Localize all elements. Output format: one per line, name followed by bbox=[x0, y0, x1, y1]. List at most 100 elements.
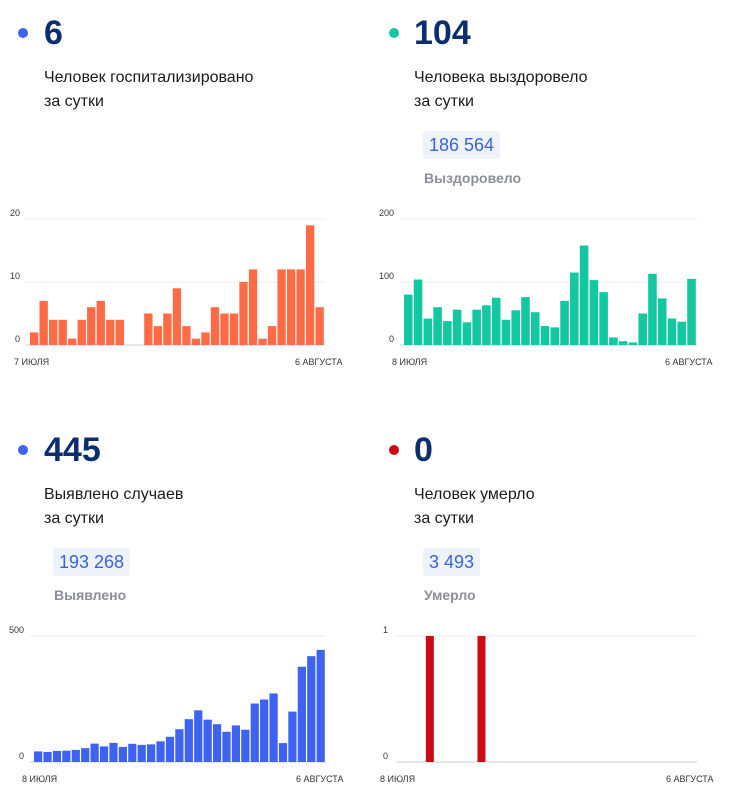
stat-card-detected: 445 Выявлено случаев за сутки 193 268 Вы… bbox=[0, 400, 370, 804]
bar bbox=[34, 751, 43, 762]
recovered-total-caption: Выздоровело bbox=[424, 170, 522, 186]
bar bbox=[404, 294, 413, 345]
bar bbox=[39, 300, 48, 345]
bar bbox=[628, 342, 638, 345]
bar bbox=[144, 313, 153, 345]
bar bbox=[472, 309, 481, 345]
y-tick-label: 200 bbox=[379, 208, 394, 218]
bar bbox=[423, 318, 433, 345]
bar bbox=[286, 269, 296, 345]
bar bbox=[239, 282, 248, 345]
bar bbox=[482, 305, 491, 345]
bar bbox=[222, 731, 231, 762]
detected-count: 445 bbox=[44, 431, 101, 469]
died-desc-1: Человек умерло bbox=[414, 486, 535, 503]
bar bbox=[657, 298, 667, 345]
died-dot bbox=[389, 445, 399, 455]
bar bbox=[58, 319, 67, 345]
hospitalized-chart: 0 10 20 7 ИЮЛЯ 6 АВГУСТА bbox=[10, 208, 343, 367]
bar bbox=[579, 245, 589, 345]
bar bbox=[258, 338, 267, 345]
bar bbox=[648, 273, 657, 345]
bar bbox=[71, 749, 80, 762]
bar bbox=[212, 724, 222, 762]
bar bbox=[62, 750, 71, 762]
died-desc-2: за сутки bbox=[414, 510, 474, 527]
bar bbox=[687, 278, 696, 345]
x-start-label: 7 ИЮЛЯ bbox=[14, 357, 49, 367]
y-tick-label: 100 bbox=[379, 271, 394, 281]
died-count: 0 bbox=[414, 431, 433, 469]
bar bbox=[250, 703, 259, 762]
bar bbox=[305, 225, 315, 345]
bar bbox=[156, 741, 165, 762]
recovered-desc-1: Человека выздоровело bbox=[414, 69, 588, 86]
died-chart: 0 1 8 ИЮЛЯ 6 АВГУСТА bbox=[380, 625, 714, 784]
died-total-badge: 3 493 bbox=[423, 548, 481, 576]
recovered-chart: 0 100 200 8 ИЮЛЯ 6 АВГУСТА bbox=[379, 208, 713, 367]
bar bbox=[30, 332, 39, 345]
bar bbox=[175, 729, 184, 762]
hospitalized-desc-2: за сутки bbox=[44, 93, 104, 110]
x-start-label: 8 ИЮЛЯ bbox=[22, 774, 57, 784]
bar bbox=[638, 313, 647, 345]
bar bbox=[511, 310, 520, 345]
x-end-label: 6 АВГУСТА bbox=[295, 357, 343, 367]
bar bbox=[229, 313, 239, 345]
bar bbox=[128, 743, 137, 762]
bar bbox=[530, 312, 540, 345]
bar bbox=[521, 297, 530, 345]
bar bbox=[109, 742, 118, 762]
bar bbox=[99, 746, 109, 762]
bar bbox=[491, 297, 501, 345]
bar bbox=[153, 326, 163, 345]
bar bbox=[609, 337, 618, 345]
bar bbox=[81, 748, 90, 762]
bar bbox=[260, 699, 269, 762]
bar bbox=[433, 307, 442, 345]
bar bbox=[52, 750, 62, 762]
bar bbox=[163, 313, 172, 345]
x-start-label: 8 ИЮЛЯ bbox=[392, 357, 427, 367]
stat-card-died: 0 Человек умерло за сутки 3 493 Умерло 0… bbox=[370, 400, 740, 804]
x-end-label: 6 АВГУСТА bbox=[296, 774, 344, 784]
y-tick-label: 500 bbox=[9, 625, 24, 635]
hospitalized-count: 6 bbox=[44, 14, 63, 52]
bar bbox=[462, 322, 472, 345]
bar bbox=[269, 693, 278, 762]
bar bbox=[307, 656, 316, 762]
detected-desc-2: за сутки bbox=[44, 510, 104, 527]
bar bbox=[297, 666, 306, 762]
bar bbox=[96, 300, 105, 345]
bar bbox=[288, 711, 297, 762]
bar bbox=[452, 309, 462, 345]
bar bbox=[118, 746, 127, 762]
bar bbox=[43, 751, 52, 762]
bar bbox=[477, 636, 486, 762]
bar bbox=[277, 269, 286, 345]
bar bbox=[248, 269, 258, 345]
bar bbox=[220, 313, 229, 345]
bar bbox=[115, 319, 124, 345]
recovered-desc-2: за сутки bbox=[414, 93, 474, 110]
bar bbox=[570, 272, 579, 345]
bar bbox=[137, 744, 146, 762]
bar bbox=[210, 307, 220, 345]
bar bbox=[618, 341, 628, 345]
detected-dot bbox=[18, 445, 28, 455]
hospitalized-dot bbox=[18, 28, 28, 38]
bar bbox=[589, 280, 599, 345]
bar bbox=[667, 318, 677, 345]
bar bbox=[413, 279, 423, 345]
bar bbox=[194, 710, 203, 762]
y-tick-label: 0 bbox=[19, 751, 24, 761]
x-end-label: 6 АВГУСТА bbox=[666, 774, 714, 784]
x-start-label: 8 ИЮЛЯ bbox=[380, 774, 415, 784]
bar bbox=[599, 292, 608, 345]
stat-card-recovered: 104 Человека выздоровело за сутки 186 56… bbox=[370, 0, 740, 400]
bar bbox=[165, 736, 175, 762]
bar bbox=[540, 326, 550, 345]
bar bbox=[106, 319, 115, 345]
died-total-caption: Умерло bbox=[424, 587, 476, 603]
bar bbox=[501, 319, 511, 345]
